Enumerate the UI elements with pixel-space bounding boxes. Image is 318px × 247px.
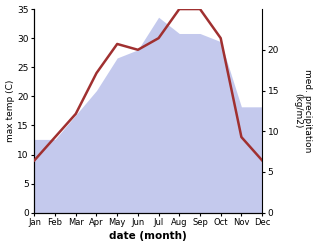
X-axis label: date (month): date (month): [109, 231, 187, 242]
Y-axis label: max temp (C): max temp (C): [5, 80, 15, 142]
Y-axis label: med. precipitation
(kg/m2): med. precipitation (kg/m2): [293, 69, 313, 153]
